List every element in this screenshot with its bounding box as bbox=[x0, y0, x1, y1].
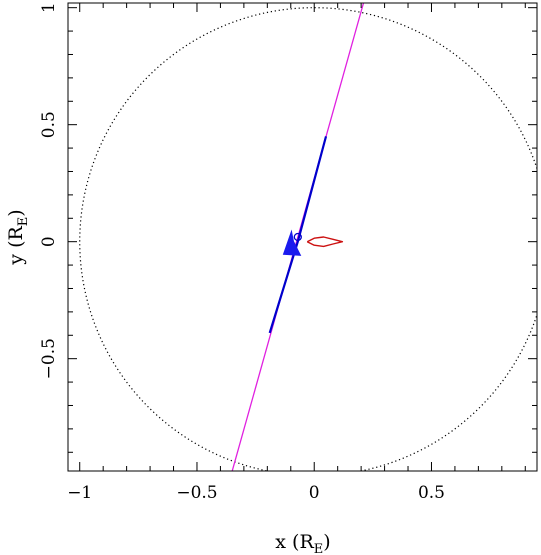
chart-marks bbox=[79, 3, 537, 471]
y-axis-label: y (RE) bbox=[5, 209, 31, 265]
x-tick-label: 0 bbox=[309, 483, 320, 503]
y-tick-label: 0 bbox=[39, 236, 59, 247]
x-tick-label: −0.5 bbox=[176, 483, 217, 503]
y-tick-label: 1 bbox=[39, 2, 59, 13]
series-1-line bbox=[231, 3, 365, 471]
x-axis-label: x (RE) bbox=[275, 531, 330, 555]
series-5-line bbox=[306, 236, 344, 248]
plot-area bbox=[68, 3, 537, 471]
x-tick-label: −1 bbox=[67, 483, 92, 503]
y-tick-label: −0.5 bbox=[39, 338, 59, 379]
y-tick-labels: −0.5 0 0.5 1 bbox=[39, 2, 59, 379]
series-2-line bbox=[268, 136, 328, 334]
series-3-arrowhead bbox=[282, 229, 302, 256]
series-4-point bbox=[293, 232, 302, 242]
x-tick-labels: −1 −0.5 0 0.5 bbox=[67, 483, 445, 503]
x-tick-label: 0.5 bbox=[418, 483, 445, 503]
y-tick-label: 0.5 bbox=[39, 111, 59, 138]
axis-ticks bbox=[68, 3, 537, 471]
plot-frame bbox=[67, 2, 538, 472]
